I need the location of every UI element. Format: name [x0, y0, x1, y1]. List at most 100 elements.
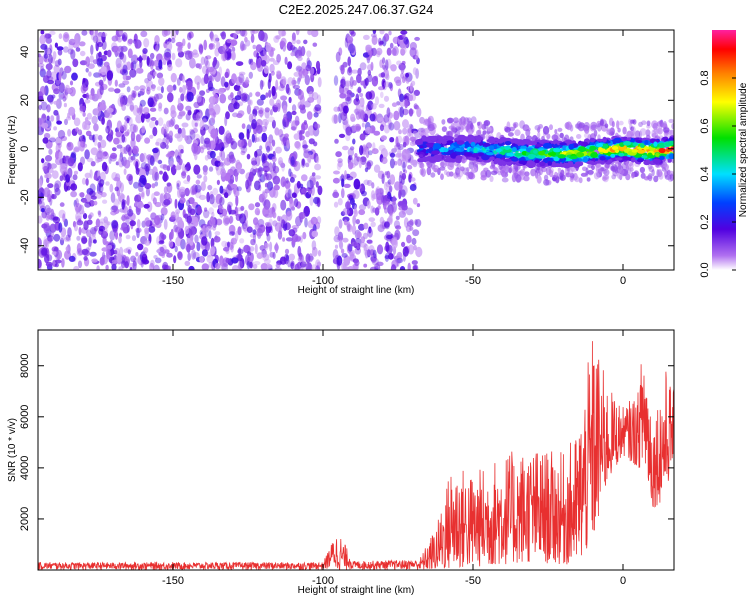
spectrogram-cell: [363, 34, 370, 41]
spectrogram-cell: [169, 160, 174, 167]
spectrogram-cell: [176, 77, 181, 86]
spectrogram-cell: [63, 89, 68, 101]
spectrogram-cell: [201, 249, 208, 257]
spectrogram-cell: [171, 52, 176, 61]
spectrogram-cell: [70, 183, 78, 191]
spectrogram-cell: [210, 31, 214, 42]
spectrogram-cell: [557, 154, 566, 159]
spectrogram-cell: [67, 48, 74, 55]
spectrogram-cell: [170, 214, 176, 220]
spectrogram-cell: [177, 127, 182, 135]
spectrogram-cell: [225, 130, 231, 138]
spectrogram-cell: [196, 205, 202, 216]
spectrogram-cell: [269, 57, 275, 62]
spectrogram-cell: [118, 157, 125, 168]
spectrogram-cell: [50, 71, 57, 82]
spectrogram-cell: [549, 170, 554, 178]
spectrogram-cell: [390, 264, 397, 270]
spectrogram-cell: [97, 170, 101, 180]
spectrogram-cell: [525, 129, 531, 137]
spectrogram-cell: [546, 133, 551, 140]
spectrogram-cell: [656, 121, 663, 127]
spectrogram-cell: [196, 174, 202, 179]
spectrogram-cell: [89, 183, 96, 193]
spectrogram-cell: [534, 143, 544, 147]
spectrogram-cell: [190, 185, 196, 196]
spectrogram-cell: [201, 263, 209, 270]
spectrogram-cell: [200, 56, 205, 65]
spectrogram-cell: [62, 46, 69, 53]
spectrogram-cell: [172, 84, 177, 91]
spectrogram-cell: [596, 138, 604, 142]
spectrogram-cell: [400, 159, 408, 169]
spectrogram-cell: [419, 162, 425, 169]
spectrogram-cell: [269, 109, 273, 116]
spectrogram-x-ticks: -150 -100 -50 0: [162, 30, 626, 287]
spectrogram-cell: [69, 86, 76, 97]
spectrogram-cell: [586, 177, 591, 182]
spectrogram-cell: [370, 61, 374, 71]
spectrogram-cell: [133, 181, 140, 189]
spectrogram-cell: [282, 105, 288, 114]
spectrogram-cell: [590, 133, 595, 138]
spectrogram-cell: [255, 222, 261, 228]
spectrogram-cell: [239, 142, 243, 150]
spectrogram-cell: [309, 196, 314, 206]
spectrogram-cell: [482, 130, 487, 135]
spectrogram-cell: [252, 44, 257, 50]
spectrogram-cell: [384, 207, 388, 214]
spectrogram-cell: [414, 264, 419, 270]
spectrogram-cell: [349, 251, 355, 261]
spectrogram-cell: [42, 165, 48, 172]
spectrogram-cell: [153, 191, 160, 196]
spectrogram-cell: [39, 85, 47, 96]
spectrogram-cell: [97, 141, 101, 149]
spectrogram-cell: [136, 67, 144, 74]
spectrogram-cell: [359, 133, 366, 141]
spectrogram-cell: [113, 45, 120, 56]
spectrogram-cell: [315, 155, 320, 164]
spectrogram-cell: [376, 186, 381, 197]
spectrogram-cell: [255, 230, 263, 237]
spectrogram-cell: [619, 169, 625, 175]
spectrogram-cell: [90, 44, 94, 55]
spectrogram-cell: [154, 171, 160, 181]
spectrogram-cell: [199, 255, 204, 263]
spectrogram-cell: [668, 137, 674, 141]
spectrogram-cell: [343, 219, 348, 226]
spectrogram-cell: [175, 58, 183, 68]
spectrogram-cell: [105, 111, 113, 119]
spectrogram-cell: [338, 133, 346, 138]
spectrogram-cell: [651, 132, 659, 138]
spectrogram-cell: [263, 258, 271, 264]
spectrogram-cell: [142, 152, 147, 164]
spectrogram-cell: [144, 163, 151, 172]
spectrogram-cell: [622, 156, 632, 161]
spectrogram-cell: [96, 265, 100, 270]
spectrogram-cell: [86, 112, 92, 120]
spectrogram-cell: [154, 181, 159, 187]
spectrogram-cell: [317, 185, 323, 196]
spectrogram-cell: [43, 187, 51, 198]
spectrogram-cell: [280, 95, 287, 101]
spectrogram-cell: [212, 34, 219, 44]
spectrogram-cell: [554, 129, 558, 134]
spectrogram-cell: [260, 94, 266, 101]
spectrogram-cell: [42, 137, 49, 144]
spectrogram-cell: [403, 94, 407, 99]
spectrogram-cell: [390, 64, 397, 72]
spectrogram-cell: [366, 200, 371, 209]
spectrogram-cell: [373, 130, 381, 136]
spectrogram-cell: [332, 249, 339, 260]
spectrogram-cell: [89, 169, 93, 179]
spectrogram-cell: [100, 66, 108, 76]
spectrogram-cell: [226, 44, 230, 49]
spectrogram-cell: [599, 156, 606, 161]
spectrogram-cell: [316, 94, 322, 105]
spectrogram-cell: [402, 127, 408, 135]
spectrogram-cell: [162, 171, 168, 182]
spectrogram-cell: [285, 177, 289, 184]
spectrogram-cell: [602, 149, 609, 154]
spectrogram-cell: [668, 153, 674, 160]
spectrogram-cell: [54, 259, 62, 264]
